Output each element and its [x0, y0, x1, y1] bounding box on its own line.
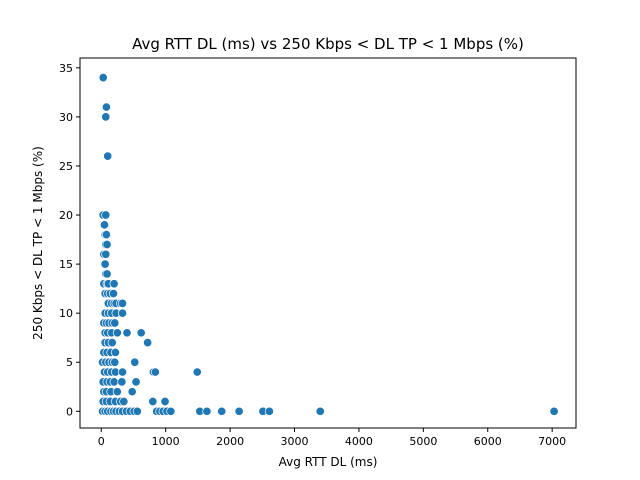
data-point — [109, 377, 119, 387]
data-point — [103, 151, 113, 161]
data-point — [119, 396, 129, 407]
y-tick-label: 0 — [66, 405, 73, 418]
data-point — [99, 220, 110, 230]
x-tick-label: 4000 — [345, 435, 373, 448]
data-point — [102, 239, 112, 250]
y-tick-label: 35 — [59, 62, 73, 75]
data-point — [264, 406, 274, 416]
data-point — [101, 230, 111, 240]
y-tick-label: 10 — [59, 307, 73, 320]
data-point — [117, 308, 128, 318]
data-point — [143, 338, 153, 348]
x-axis-ticks: 0 1000 2000 3000 4000 5000 6000 7000 — [98, 428, 566, 448]
data-point — [112, 328, 122, 338]
data-point — [148, 396, 158, 407]
x-axis-label: Avg RTT DL (ms) — [279, 455, 378, 469]
data-point — [122, 328, 132, 338]
data-point — [101, 249, 111, 259]
plot-frame — [79, 57, 577, 429]
x-tick-label: 6000 — [474, 435, 502, 448]
data-point — [100, 259, 110, 269]
data-point — [127, 387, 137, 397]
data-point — [117, 367, 128, 377]
y-tick-label: 5 — [66, 356, 73, 369]
x-tick-label: 0 — [98, 435, 105, 448]
y-axis-ticks: 0 5 10 15 20 25 30 35 — [59, 62, 80, 418]
data-point — [110, 347, 120, 357]
data-point — [166, 406, 176, 416]
data-point — [101, 112, 111, 122]
data-point — [234, 406, 244, 416]
x-tick-label: 1000 — [152, 435, 180, 448]
data-point — [110, 357, 120, 367]
plot-area — [80, 58, 576, 428]
data-point — [98, 73, 108, 83]
data-point — [109, 279, 119, 289]
data-point — [315, 406, 325, 416]
data-point — [192, 367, 202, 377]
data-point — [108, 288, 119, 299]
data-point — [136, 328, 146, 338]
x-tick-label: 5000 — [409, 435, 437, 448]
points-layer — [98, 73, 559, 416]
data-point — [101, 210, 111, 220]
y-tick-label: 15 — [59, 258, 73, 271]
data-point — [102, 269, 112, 279]
plot-area-group: 0 1000 2000 3000 4000 5000 6000 7000 0 5 10 15 20 25… — [59, 57, 577, 448]
x-tick-label: 2000 — [216, 435, 244, 448]
x-tick-label: 3000 — [281, 435, 309, 448]
y-axis-label: 250 Kbps < DL TP < 1 Mbps (%) — [31, 146, 45, 340]
data-point — [117, 377, 127, 387]
y-tick-label: 30 — [59, 111, 73, 124]
data-point — [101, 102, 111, 112]
data-point — [107, 338, 117, 348]
data-point — [130, 357, 140, 367]
data-point — [110, 318, 120, 328]
x-tick-label: 7000 — [538, 435, 566, 448]
y-tick-label: 25 — [59, 160, 73, 173]
chart-title: Avg RTT DL (ms) vs 250 Kbps < DL TP < 1 … — [132, 35, 524, 53]
data-point — [160, 396, 170, 407]
y-tick-label: 20 — [59, 209, 73, 222]
data-point — [117, 298, 128, 308]
data-point — [202, 406, 212, 416]
data-point — [217, 406, 227, 416]
data-point — [150, 367, 160, 377]
data-point — [112, 387, 122, 397]
data-point — [549, 406, 559, 416]
data-point — [131, 377, 141, 387]
data-point — [132, 406, 142, 416]
